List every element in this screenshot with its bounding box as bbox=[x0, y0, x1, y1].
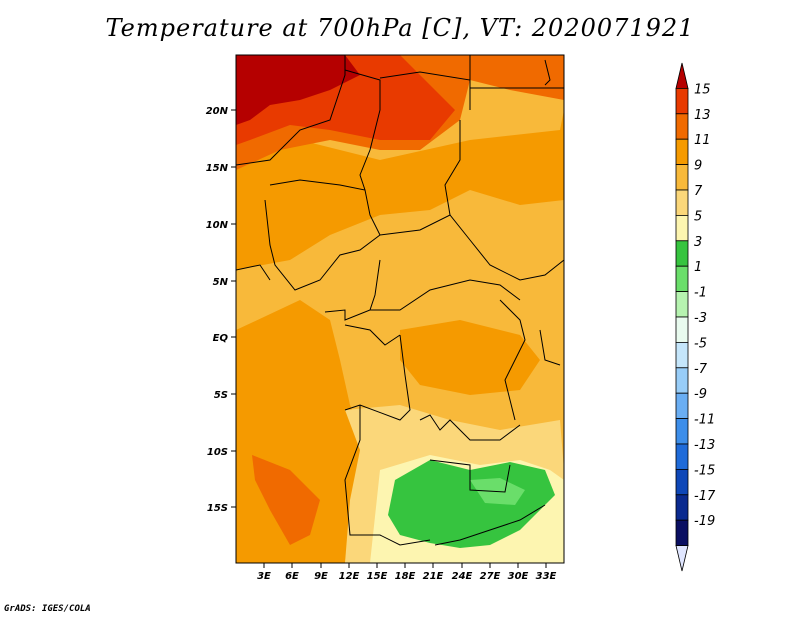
colorbar-swatch bbox=[675, 341, 689, 369]
field-above-15 bbox=[236, 55, 360, 125]
field-11-13-south bbox=[252, 455, 320, 545]
colorbar-swatch bbox=[675, 291, 689, 318]
colorbar-swatch bbox=[675, 265, 689, 293]
grads-credit: GrADS: IGES/COLA bbox=[4, 604, 91, 614]
colorbar-swatch bbox=[675, 88, 689, 115]
colorbar-label: -13 bbox=[694, 438, 715, 453]
lon-label: 18E bbox=[395, 571, 416, 582]
lon-label: 21E bbox=[423, 571, 444, 582]
colorbar-swatch bbox=[675, 164, 689, 191]
lon-label: 6E bbox=[285, 571, 299, 582]
colorbar-label: -9 bbox=[694, 387, 707, 402]
lat-label: 5N bbox=[213, 277, 229, 288]
colorbar-label: -3 bbox=[694, 311, 707, 326]
colorbar-swatch bbox=[675, 418, 689, 445]
colorbar-swatch bbox=[675, 189, 689, 216]
lat-label: EQ bbox=[213, 333, 229, 344]
colorbar-swatch bbox=[675, 214, 689, 242]
colorbar-label: 9 bbox=[694, 159, 702, 174]
colorbar-label: 5 bbox=[694, 209, 702, 224]
colorbar-swatch bbox=[675, 240, 689, 267]
colorbar-label: -15 bbox=[694, 463, 715, 478]
field-1-3 bbox=[388, 460, 555, 548]
lon-label: 15E bbox=[367, 571, 388, 582]
colorbar-swatch bbox=[675, 113, 689, 140]
colorbar-swatch bbox=[675, 392, 689, 420]
colorbar-label: 1 bbox=[694, 260, 702, 275]
lon-label: 9E bbox=[314, 571, 328, 582]
colorbar-swatch bbox=[675, 367, 689, 394]
temperature-field bbox=[236, 55, 564, 563]
colorbar-top-arrow bbox=[675, 62, 689, 89]
lat-label: 15S bbox=[207, 503, 228, 514]
lon-labels: 3E 6E 9E 12E 15E 18E 21E 24E 27E 30E 33E bbox=[257, 571, 556, 582]
lat-ticks bbox=[231, 109, 236, 508]
lon-label: 24E bbox=[452, 571, 473, 582]
field-9-11-north bbox=[236, 110, 564, 270]
colorbar-label: 11 bbox=[694, 133, 711, 148]
colorbar-label: -11 bbox=[694, 413, 715, 428]
lat-label: 10S bbox=[207, 447, 228, 458]
lat-label: 10N bbox=[206, 220, 229, 231]
colorbar-swatch bbox=[675, 316, 689, 343]
colorbar-swatch bbox=[675, 519, 689, 547]
colorbar: 15 13 11 9 7 5 3 1 -1 -3 -5 -7 -9 -11 -13 -15 -17 -19 bbox=[675, 62, 716, 572]
colorbar-swatch bbox=[675, 494, 689, 521]
colorbar-label: -19 bbox=[694, 514, 715, 529]
map-frame bbox=[235, 54, 565, 564]
colorbar-label: -5 bbox=[694, 336, 707, 351]
lon-ticks bbox=[263, 563, 547, 568]
lat-labels: 20N 15N 10N 5N EQ 5S 10S 15S bbox=[206, 106, 229, 514]
lon-label: 33E bbox=[536, 571, 557, 582]
lat-label: 15N bbox=[206, 163, 229, 174]
lon-label: 30E bbox=[508, 571, 529, 582]
colorbar-swatch bbox=[675, 468, 689, 496]
map-title: Temperature at 700hPa [C], VT: 202007192… bbox=[105, 14, 695, 42]
colorbar-label: 13 bbox=[694, 108, 711, 123]
lat-label: 5S bbox=[214, 390, 228, 401]
field-9-11-central bbox=[400, 320, 540, 395]
colorbar-swatch bbox=[675, 443, 689, 470]
colorbar-label: 15 bbox=[694, 82, 711, 97]
lon-label: 12E bbox=[339, 571, 360, 582]
colorbar-label: -7 bbox=[694, 362, 708, 377]
colorbar-label: -17 bbox=[694, 489, 716, 504]
colorbar-label: 3 bbox=[694, 235, 702, 250]
lon-label: 27E bbox=[480, 571, 501, 582]
country-borders bbox=[236, 55, 564, 546]
colorbar-label: -1 bbox=[694, 286, 707, 301]
colorbar-swatch bbox=[675, 138, 689, 165]
lat-label: 20N bbox=[206, 106, 229, 117]
lon-label: 3E bbox=[257, 571, 271, 582]
colorbar-label: 7 bbox=[694, 184, 703, 199]
colorbar-bottom-arrow bbox=[675, 545, 689, 572]
